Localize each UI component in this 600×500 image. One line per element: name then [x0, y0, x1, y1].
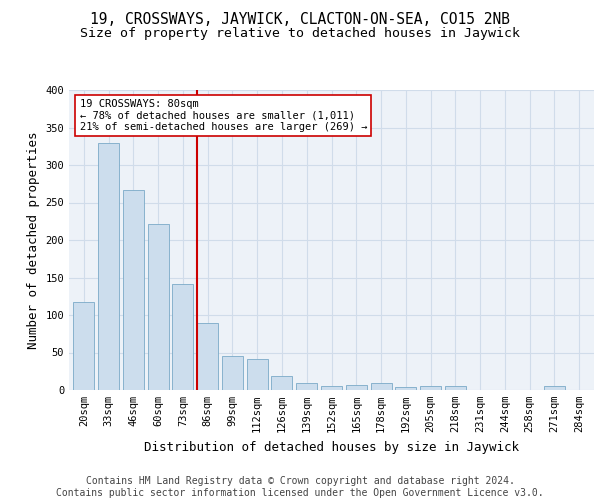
Bar: [321, 386, 342, 390]
Text: Size of property relative to detached houses in Jaywick: Size of property relative to detached ho…: [80, 28, 520, 40]
Text: 19, CROSSWAYS, JAYWICK, CLACTON-ON-SEA, CO15 2NB: 19, CROSSWAYS, JAYWICK, CLACTON-ON-SEA, …: [90, 12, 510, 28]
Bar: [420, 386, 441, 390]
Bar: [395, 387, 416, 390]
Bar: [197, 322, 218, 390]
Bar: [271, 376, 292, 390]
Text: Contains HM Land Registry data © Crown copyright and database right 2024.
Contai: Contains HM Land Registry data © Crown c…: [56, 476, 544, 498]
Bar: [148, 224, 169, 390]
Y-axis label: Number of detached properties: Number of detached properties: [27, 131, 40, 349]
Bar: [123, 190, 144, 390]
Bar: [346, 385, 367, 390]
X-axis label: Distribution of detached houses by size in Jaywick: Distribution of detached houses by size …: [144, 440, 519, 454]
Bar: [247, 358, 268, 390]
Text: 19 CROSSWAYS: 80sqm
← 78% of detached houses are smaller (1,011)
21% of semi-det: 19 CROSSWAYS: 80sqm ← 78% of detached ho…: [79, 99, 367, 132]
Bar: [73, 302, 94, 390]
Bar: [296, 382, 317, 390]
Bar: [544, 386, 565, 390]
Bar: [445, 386, 466, 390]
Bar: [371, 383, 392, 390]
Bar: [172, 284, 193, 390]
Bar: [222, 356, 243, 390]
Bar: [98, 142, 119, 390]
